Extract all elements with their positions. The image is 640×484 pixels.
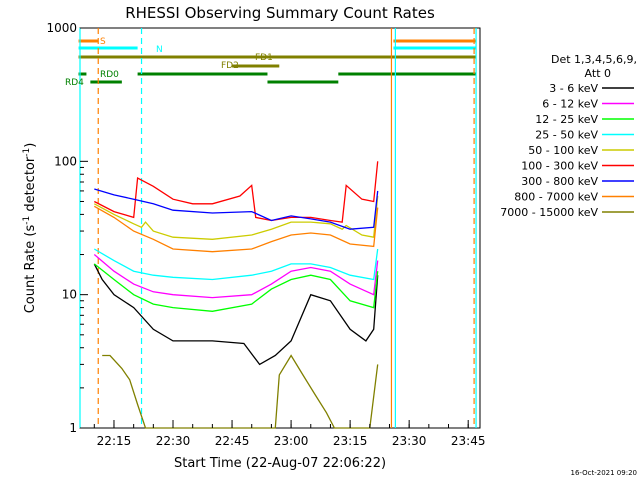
series-line-2 (93, 263, 379, 312)
chart-title: RHESSI Observing Summary Count Rates (125, 4, 435, 22)
flag-label-fd2: FD2 (221, 61, 239, 71)
series-line-7 (93, 205, 379, 253)
flag-label-fd1: FD1 (255, 53, 273, 63)
event-lines (79, 28, 477, 428)
detector-info-line2: Att 0 (585, 67, 611, 80)
flag-label-night: N (156, 45, 163, 55)
axis-ticks: 22:15 22:30 22:45 23:00 23:15 23:30 23:45 1 10 10… (46, 21, 485, 448)
legend-label-4: 50 - 100 keV (528, 144, 598, 157)
y-axis-label-sup2: -1 (22, 148, 32, 157)
legend-label-1: 6 - 12 keV (542, 98, 598, 111)
y-tick-label-0: 1 (69, 421, 77, 435)
flag-label-saa: S (100, 37, 106, 47)
series-line-3 (93, 248, 379, 281)
legend-label-8: 7000 - 15000 keV (500, 206, 598, 219)
x-tick-label-1: 22:30 (156, 434, 191, 448)
y-tick-label-3: 1000 (46, 21, 77, 35)
legend-label-2: 12 - 25 keV (535, 113, 598, 126)
flag-label-rd0: RD0 (100, 70, 119, 80)
legend: 3 - 6 keV 6 - 12 keV 12 - 25 keV 25 - 50 ke… (500, 82, 634, 219)
flag-label-rd4: RD4 (65, 78, 84, 88)
x-tick-label-0: 22:15 (97, 434, 132, 448)
legend-label-7: 800 - 7000 keV (514, 191, 598, 204)
x-axis-label: Start Time (22-Aug-07 22:06:22) (174, 456, 386, 471)
y-axis-label-end: ) (23, 143, 38, 148)
series-line-4 (93, 195, 379, 240)
x-tick-label-4: 23:15 (333, 434, 368, 448)
series-line-5 (94, 161, 379, 223)
detector-info-line1: Det 1,3,4,5,6,9, (551, 53, 637, 66)
legend-label-6: 300 - 800 keV (521, 175, 598, 188)
flag-bars (78, 39, 477, 84)
legend-label-0: 3 - 6 keV (549, 82, 598, 95)
series-lines (93, 161, 379, 429)
x-tick-label-5: 23:30 (392, 434, 427, 448)
y-axis-label: Count Rate (s-1 detector-1) (22, 143, 38, 314)
x-tick-label-6: 23:45 (451, 434, 486, 448)
y-tick-label-1: 10 (62, 288, 77, 302)
footer-date: 16-Oct-2021 09:20 (571, 469, 637, 477)
y-axis-label-main: Count Rate (s (23, 225, 38, 314)
legend-label-3: 25 - 50 keV (535, 129, 598, 142)
x-tick-label-2: 22:45 (215, 434, 250, 448)
legend-label-5: 100 - 300 keV (521, 160, 598, 173)
y-tick-label-2: 100 (54, 154, 77, 168)
series-line-1 (93, 254, 379, 299)
y-axis-label-mid: detector (23, 156, 38, 216)
series-line-8 (102, 354, 379, 429)
y-axis-label-sup1: -1 (22, 216, 32, 225)
x-tick-label-3: 23:00 (274, 434, 309, 448)
plot-frame (79, 27, 481, 429)
series-line-6 (94, 188, 379, 230)
series-line-0 (93, 263, 379, 366)
